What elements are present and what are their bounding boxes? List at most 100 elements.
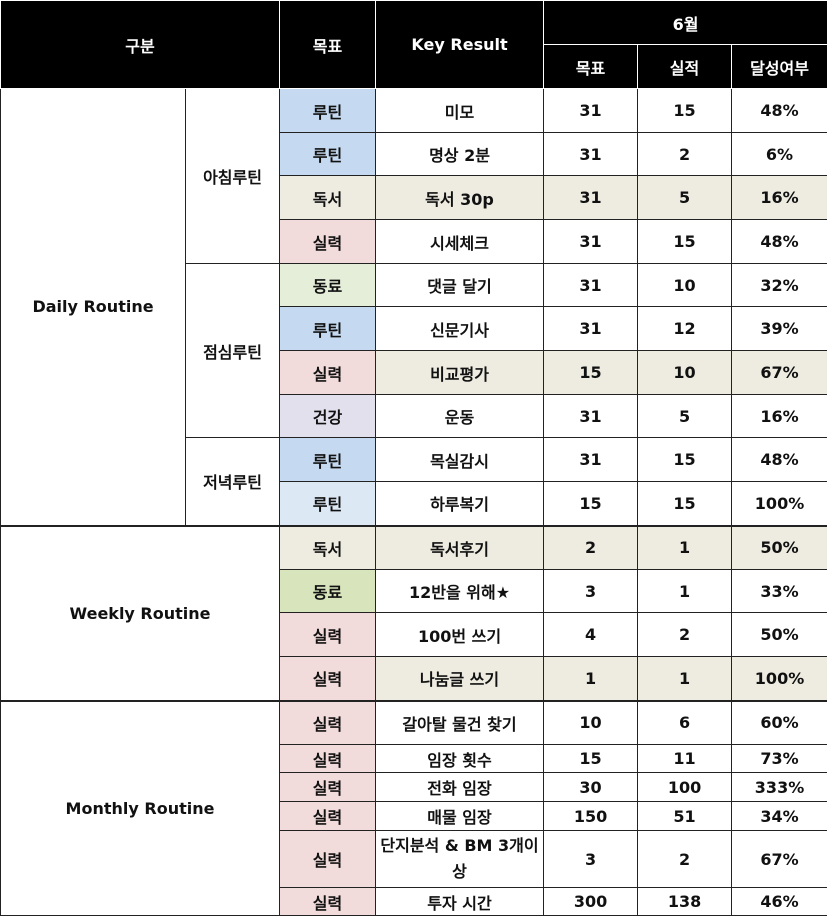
header-key-result: Key Result [375,0,545,89]
table-row: 실력 임장 횟수 15 11 73% [1,744,827,773]
row-target: 2 [543,524,639,570]
table-row: 실력 시세체크 31 15 48% [1,219,827,264]
row-target: 30 [543,772,639,802]
row-actual: 10 [637,350,733,395]
row-category: 동료 [279,263,377,307]
table-row: 점심루틴 동료 댓글 달기 31 10 32% [1,263,827,438]
row-target: 10 [543,699,639,745]
row-category: 실력 [279,219,377,264]
row-actual: 5 [637,175,733,220]
row-rate: 100% [731,481,827,526]
row-key-result: 독서후기 [375,524,545,570]
row-category: 동료 [279,569,377,613]
row-target: 31 [543,306,639,351]
row-key-result: 하루복기 [375,481,545,526]
row-rate: 34% [731,801,827,831]
header-goal: 목표 [279,0,377,89]
row-key-result: 목실감시 [375,437,545,482]
row-key-result: 미모 [375,88,545,133]
row-actual: 12 [637,306,733,351]
row-category: 독서 [279,524,377,570]
row-category: 루틴 [279,481,377,526]
row-category: 루틴 [279,88,377,133]
table-row: 실력 나눔글 쓰기 1 1 100% [1,656,827,701]
row-category: 루틴 [279,437,377,482]
row-key-result: 임장 횟수 [375,744,545,773]
row-rate: 333% [731,772,827,802]
row-target: 31 [543,175,639,220]
row-actual: 2 [637,132,733,176]
row-target: 15 [543,481,639,526]
row-category: 실력 [279,699,377,745]
header-target: 목표 [543,44,639,89]
subgroup-evening-routine: 저녁루틴 [184,437,281,526]
row-actual: 1 [637,524,733,570]
row-category: 독서 [279,175,377,220]
row-target: 31 [543,219,639,264]
row-target: 150 [543,801,639,831]
header-category: 구분 [0,0,281,89]
row-actual: 1 [637,656,733,701]
row-target: 15 [543,350,639,395]
row-category: 실력 [279,656,377,701]
row-actual: 2 [637,830,733,888]
row-actual: 100 [637,772,733,802]
row-rate: 16% [731,175,827,220]
row-target: 31 [543,132,639,176]
row-key-result: 신문기사 [375,306,545,351]
row-key-result: 운동 [375,394,545,438]
row-category: 실력 [279,772,377,802]
row-actual: 51 [637,801,733,831]
row-rate: 48% [731,88,827,133]
group-monthly-routine: Monthly Routine [0,699,281,916]
row-key-result: 독서 30p [375,175,545,220]
group-weekly-routine: Weekly Routine [0,524,281,701]
row-key-result: 나눔글 쓰기 [375,656,545,701]
row-actual: 15 [637,219,733,264]
row-key-result: 전화 임장 [375,772,545,802]
row-actual: 15 [637,481,733,526]
header-achievement: 달성여부 [731,44,827,89]
row-actual: 5 [637,394,733,438]
row-rate: 100% [731,656,827,701]
row-key-result: 갈아탈 물건 찾기 [375,699,545,745]
table-row: 동료 12반을 위해★ 3 1 33% [1,569,827,613]
row-target: 31 [543,263,639,307]
row-actual: 10 [637,263,733,307]
table-row: 루틴 명상 2분 31 2 6% [1,132,827,176]
row-target: 31 [543,437,639,482]
table-row: 저녁루틴 루틴 목실감시 31 15 48% [1,437,827,526]
row-category: 실력 [279,350,377,395]
table-row: 실력 단지분석 & BM 3개이상 3 2 67% [1,830,827,888]
row-key-result: 100번 쓰기 [375,612,545,657]
header-month: 6월 [543,0,827,45]
row-rate: 46% [731,887,827,916]
row-category: 실력 [279,830,377,888]
row-rate: 67% [731,830,827,888]
row-key-result: 12반을 위해★ [375,569,545,613]
table-row: 실력 투자 시간 300 138 46% [1,887,827,916]
row-key-result: 매물 임장 [375,801,545,831]
table-row: Weekly Routine 독서 독서후기 2 1 50% [0,524,827,701]
row-rate: 73% [731,744,827,773]
row-key-result: 단지분석 & BM 3개이상 [375,830,545,888]
row-category: 루틴 [279,132,377,176]
row-target: 300 [543,887,639,916]
row-key-result: 명상 2분 [375,132,545,176]
header-actual: 실적 [637,44,733,89]
row-category: 실력 [279,612,377,657]
row-rate: 16% [731,394,827,438]
table-row: Monthly Routine 실력 갈아탈 물건 찾기 10 6 60% [0,699,827,916]
row-target: 15 [543,744,639,773]
row-category: 실력 [279,744,377,773]
row-actual: 138 [637,887,733,916]
row-rate: 48% [731,437,827,482]
row-actual: 15 [637,437,733,482]
row-rate: 60% [731,699,827,745]
row-rate: 50% [731,612,827,657]
row-category: 건강 [279,394,377,438]
row-actual: 1 [637,569,733,613]
row-key-result: 시세체크 [375,219,545,264]
table-row: 루틴 신문기사 31 12 39% [1,306,827,351]
